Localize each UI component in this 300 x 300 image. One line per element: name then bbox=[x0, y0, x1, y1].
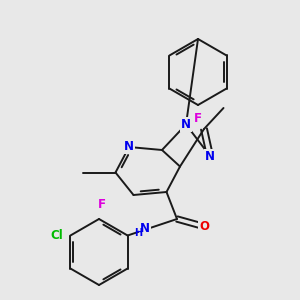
Text: Cl: Cl bbox=[50, 229, 63, 242]
Text: N: N bbox=[124, 140, 134, 154]
Text: N: N bbox=[181, 118, 191, 131]
Text: F: F bbox=[194, 112, 202, 125]
Text: H: H bbox=[134, 228, 143, 239]
Text: N: N bbox=[140, 221, 150, 235]
Text: O: O bbox=[199, 220, 209, 233]
Text: N: N bbox=[205, 149, 215, 163]
Text: F: F bbox=[98, 199, 106, 212]
